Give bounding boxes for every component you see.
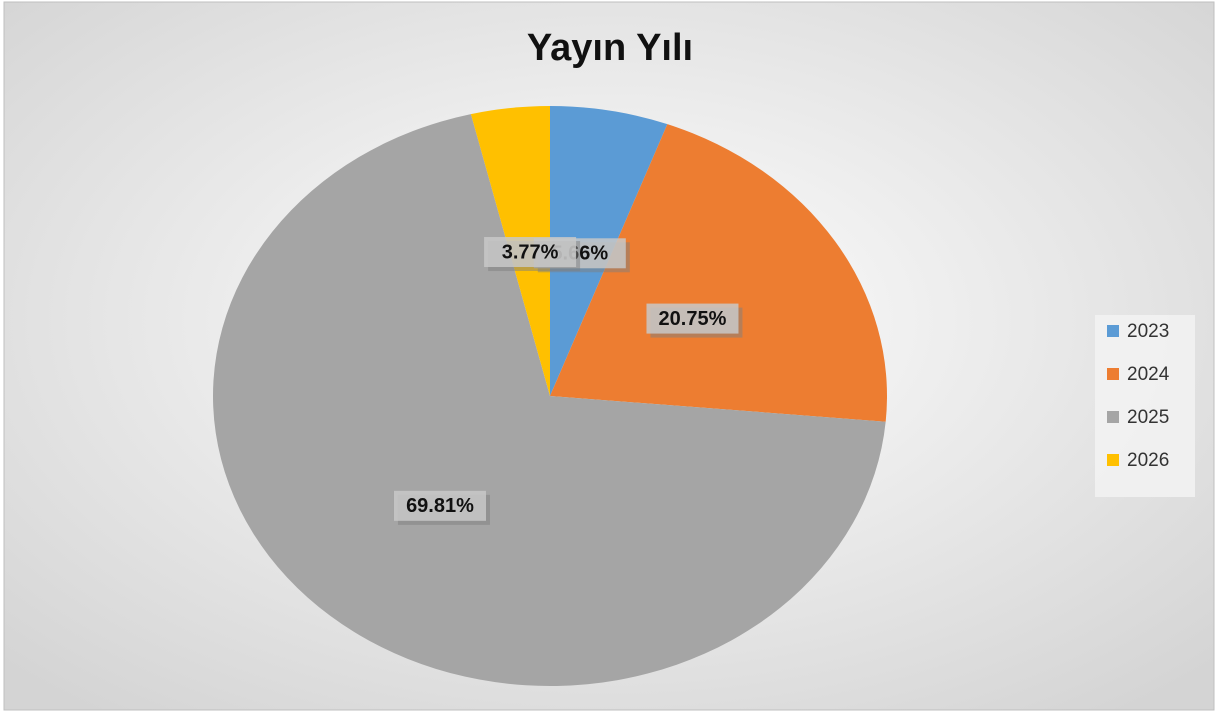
legend-label: 2025 — [1127, 407, 1169, 428]
pie-slice — [212, 114, 886, 687]
data-label: 69.81% — [406, 495, 474, 517]
legend-label: 2024 — [1127, 364, 1170, 385]
chart-title: Yayın Yılı — [527, 27, 693, 69]
legend-swatch — [1107, 454, 1119, 466]
data-label: 20.75% — [659, 308, 727, 330]
legend-swatch — [1107, 368, 1119, 380]
data-label-box — [484, 237, 577, 268]
legend-box — [1095, 315, 1195, 497]
legend-swatch — [1107, 325, 1119, 337]
pie-slice — [550, 124, 887, 422]
legend-label: 2023 — [1127, 321, 1169, 342]
data-label: 3.77% — [502, 241, 559, 263]
legend-label: 2026 — [1127, 450, 1169, 471]
data-label-box — [646, 303, 739, 334]
legend-swatch — [1107, 411, 1119, 423]
data-label-box — [393, 490, 486, 521]
